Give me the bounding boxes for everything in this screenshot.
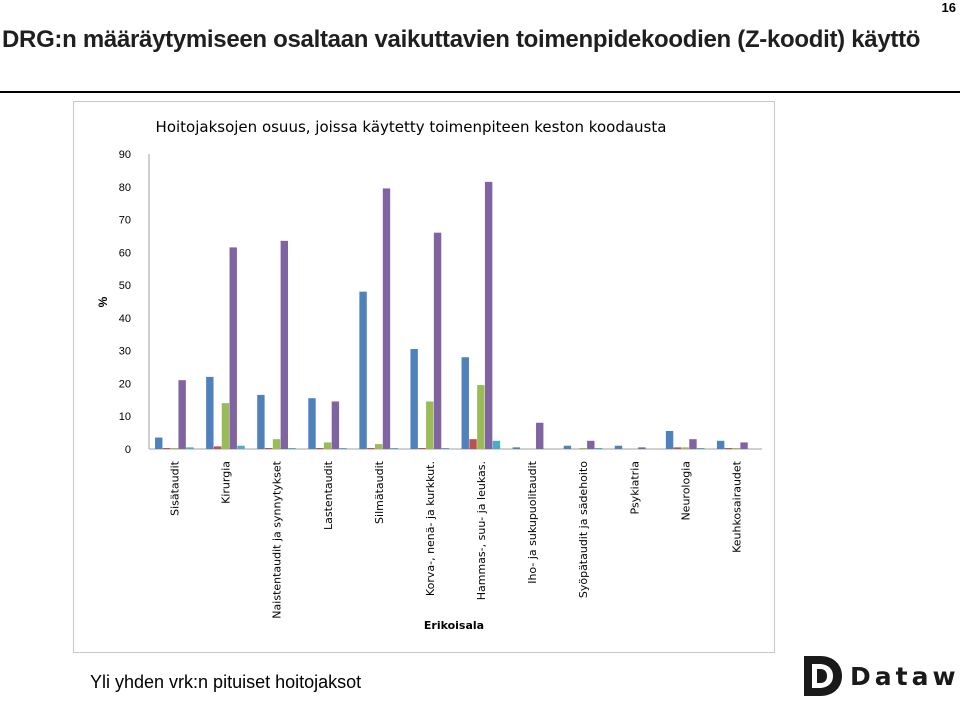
bar [265,448,273,449]
y-tick-label: 0 [125,444,131,456]
bar [367,448,375,449]
bar [272,439,281,449]
bar [374,444,383,449]
bar [382,188,391,449]
bar [638,447,646,449]
y-tick-label: 10 [119,411,131,423]
bar [665,430,674,449]
y-tick-label: 80 [119,182,131,194]
bar [229,247,237,449]
bar [579,448,587,449]
bar [689,439,697,449]
x-tick-label: Psykiatria [628,461,641,514]
bar [461,357,469,449]
y-tick-label: 20 [119,378,131,390]
bar [740,442,748,449]
bar [418,448,426,449]
bar [170,448,179,449]
bar [186,447,194,449]
bar [410,349,418,449]
y-tick-label: 90 [119,149,131,161]
x-tick-label: Iho- ja sukupuolitaudit [526,460,539,583]
logo-wordmark: Datawell [850,662,960,691]
bar [316,448,324,449]
datawell-logo: Datawell [800,652,960,700]
caption: Yli yhden vrk:n pituiset hoitojaksot [90,672,362,692]
bar [162,448,171,449]
x-tick-label: Sisätaudit [169,460,182,516]
bar [426,401,434,449]
bar [237,445,245,449]
y-tick-label: 40 [119,313,131,325]
bar [433,232,442,449]
x-tick-label: Hammas-, suu- ja leukas. [475,461,488,600]
title-divider [0,91,960,93]
bar [484,181,493,449]
bar [206,376,214,449]
y-axis-label: % [96,296,110,307]
x-tick-label: Kirurgia [220,461,233,504]
bar [308,398,316,449]
bar [257,394,265,449]
y-tick-label: 70 [119,215,131,227]
bar [213,446,222,449]
x-axis-label: Erikoisala [424,619,484,632]
bar [512,447,521,449]
x-tick-label: Syöpätaudit ja sädehoito [577,461,590,598]
x-tick-label: Korva-, nenä- ja kurkkut. [424,461,437,596]
page-number: 16 [941,0,956,15]
bar [280,240,289,449]
bar [469,439,477,449]
y-tick-label: 50 [119,280,131,292]
bar [155,437,163,449]
bar [178,380,186,449]
slide-title: DRG:n määräytymiseen osaltaan vaikuttavi… [2,26,921,53]
bar [563,445,572,449]
bar [323,442,332,449]
y-tick-label: 60 [119,247,131,259]
bar [587,440,595,449]
x-tick-label: Neurologia [679,461,692,521]
logo-mark-icon [804,656,842,696]
bar [390,448,398,449]
bar [673,447,682,449]
bar [441,448,450,449]
x-tick-label: Naistentaudit ja synnytykset [271,460,284,618]
bar [594,448,603,449]
bar [724,448,733,449]
bar [716,440,725,449]
bar [339,448,347,449]
bar [331,401,340,449]
x-tick-label: Silmätaudit [373,460,386,524]
bar [221,403,230,449]
bar-chart: Hoitojaksojen osuus, joissa käytetty toi… [96,118,762,632]
x-tick-label: Keuhkosairaudet [730,460,743,553]
bar [492,440,501,449]
bar [359,291,367,449]
y-tick-label: 30 [119,346,131,358]
bar [536,422,544,449]
x-tick-label: Lastentaudit [322,460,335,530]
chart-area: Hoitojaksojen osuus, joissa käytetty toi… [73,101,775,653]
bar [681,447,689,449]
bar [288,448,296,449]
chart-title: Hoitojaksojen osuus, joissa käytetty toi… [156,118,667,136]
bar [697,448,705,449]
bar [732,448,740,449]
bar [477,385,485,449]
bar [614,445,623,449]
